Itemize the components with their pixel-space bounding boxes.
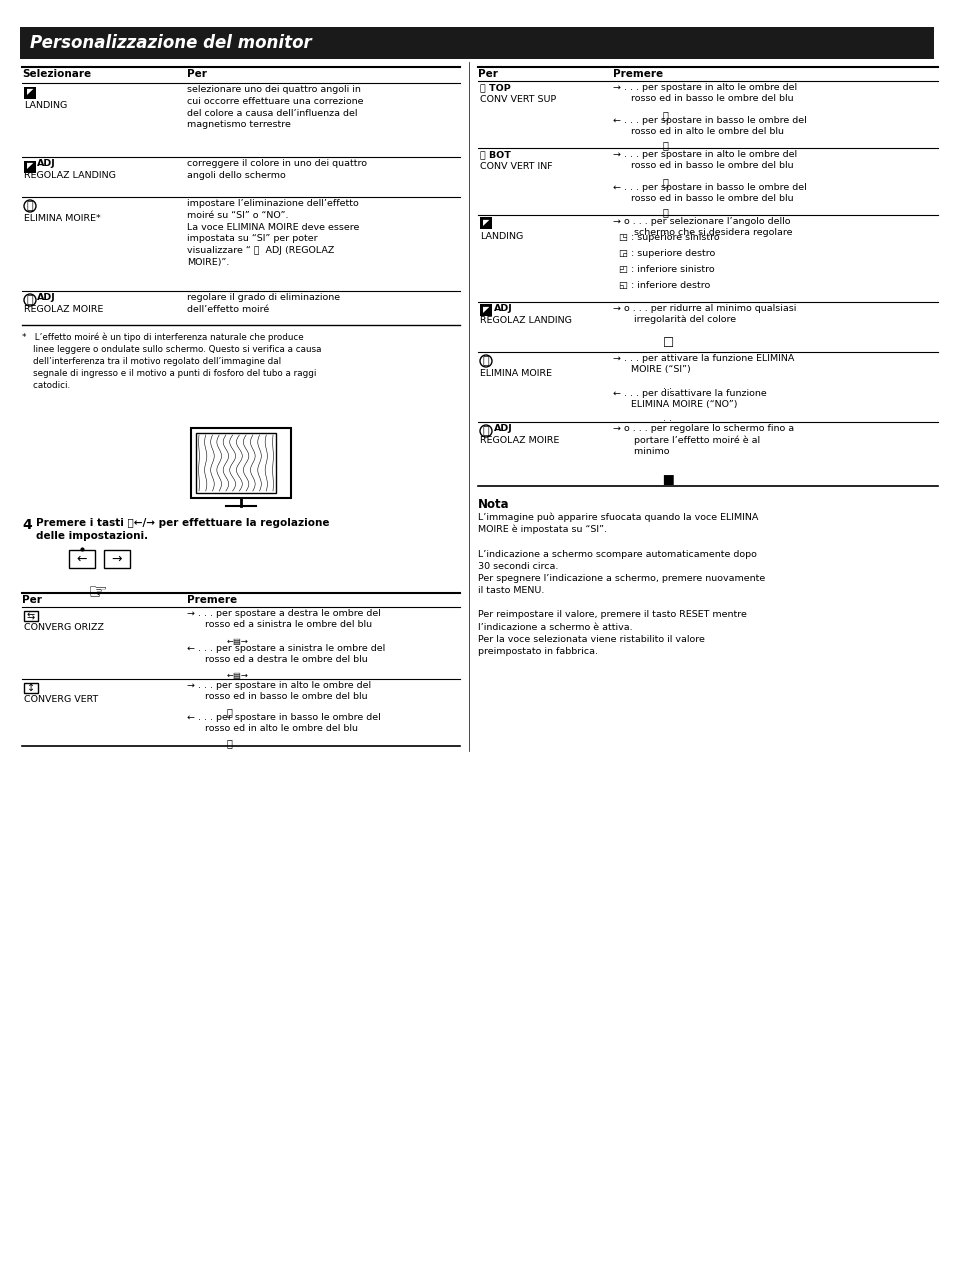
Text: ◤: ◤ [27, 162, 33, 170]
Text: Ⓟ: Ⓟ [482, 356, 489, 366]
Text: → . . . per spostare in alto le ombre del
      rosso ed in basso le ombre del b: → . . . per spostare in alto le ombre de… [613, 83, 797, 103]
Bar [24, 683, 38, 693]
Text: ◤: ◤ [482, 219, 489, 228]
Text: ← . . . per disattivare la funzione
      ELIMINA MOIRE (“NO”): ← . . . per disattivare la funzione ELIM… [613, 389, 766, 410]
Text: ←: ← [76, 552, 87, 566]
FancyBboxPatch shape [191, 427, 291, 499]
FancyBboxPatch shape [104, 550, 130, 569]
Text: *   L’effetto moiré è un tipo di interferenza naturale che produce
    linee leg: * L’effetto moiré è un tipo di interfere… [22, 333, 321, 389]
Text: ▆: ▆ [662, 472, 672, 485]
Text: ELIMINA MOIRE*: ELIMINA MOIRE* [24, 214, 101, 223]
Text: LANDING: LANDING [24, 100, 67, 109]
Text: Premere: Premere [613, 69, 662, 79]
Text: → . . . per spostare in alto le ombre del
      rosso ed in basso le ombre del b: → . . . per spostare in alto le ombre de… [187, 681, 371, 701]
Text: Per: Per [477, 69, 497, 79]
Text: . .: . . [662, 413, 671, 424]
Text: Ⓟ BOT: Ⓟ BOT [479, 150, 511, 159]
Text: Selezionare: Selezionare [22, 69, 91, 79]
Text: ⬜: ⬜ [227, 707, 233, 717]
Text: Personalizzazione del monitor: Personalizzazione del monitor [30, 34, 312, 52]
Text: ⬜: ⬜ [227, 738, 233, 748]
Text: ELIMINA MOIRE: ELIMINA MOIRE [479, 369, 552, 378]
Text: regolare il grado di eliminazione
dell’effetto moiré: regolare il grado di eliminazione dell’e… [187, 293, 340, 314]
Text: → o . . . per regolare lo schermo fino a
       portare l’effetto moiré è al
   : → o . . . per regolare lo schermo fino a… [613, 424, 793, 455]
Text: ◤: ◤ [27, 88, 33, 97]
Text: ← . . . per spostare in basso le ombre del
      rosso ed in basso le ombre del : ← . . . per spostare in basso le ombre d… [613, 183, 806, 204]
Text: ← . . . per spostare a sinistra le ombre del
      rosso ed a destra le ombre de: ← . . . per spostare a sinistra le ombre… [187, 644, 385, 664]
Text: ◤: ◤ [482, 305, 489, 314]
Text: CONVERG ORIZZ: CONVERG ORIZZ [24, 623, 104, 632]
Text: Nota: Nota [477, 499, 509, 511]
Text: →: → [112, 552, 122, 566]
Text: ← . . . per spostare in basso le ombre del
      rosso ed in alto le ombre del b: ← . . . per spostare in basso le ombre d… [187, 714, 380, 733]
Text: ADJ: ADJ [494, 424, 512, 432]
Bar [24, 86, 36, 99]
Text: ⬜: ⬜ [662, 177, 668, 187]
Text: → o . . . per ridurre al minimo qualsiasi
       irregolarità del colore: → o . . . per ridurre al minimo qualsias… [613, 304, 796, 324]
Text: ☞: ☞ [87, 583, 107, 603]
Text: REGOLAZ LANDING: REGOLAZ LANDING [24, 170, 115, 181]
Text: ◳ : superiore sinistro: ◳ : superiore sinistro [613, 233, 719, 242]
Text: → . . . per spostare in alto le ombre del
      rosso ed in basso le ombre del b: → . . . per spostare in alto le ombre de… [613, 150, 797, 170]
Text: ADJ: ADJ [494, 304, 512, 313]
Text: → . . . per spostare a destra le ombre del
      rosso ed a sinistra le ombre de: → . . . per spostare a destra le ombre d… [187, 609, 380, 630]
Text: 4: 4 [22, 518, 31, 532]
Text: ADJ: ADJ [37, 293, 55, 301]
Text: CONVERG VERT: CONVERG VERT [24, 695, 98, 703]
Text: L’immagine può apparire sfuocata quando la voce ELIMINA
MOIRE è impostata su “SI: L’immagine può apparire sfuocata quando … [477, 513, 764, 656]
Bar [195, 432, 275, 494]
Bar [479, 304, 492, 315]
Text: ← . . . per spostare in basso le ombre del
      rosso ed in alto le ombre del b: ← . . . per spostare in basso le ombre d… [613, 116, 806, 136]
Text: Ⓟ: Ⓟ [27, 295, 33, 305]
Text: CONV VERT SUP: CONV VERT SUP [479, 95, 556, 104]
Text: → . . . per attivare la funzione ELIMINA
      MOIRE (“SI”): → . . . per attivare la funzione ELIMINA… [613, 354, 794, 374]
Text: LANDING: LANDING [479, 232, 522, 240]
Text: Ⓟ: Ⓟ [482, 426, 489, 436]
Text: Per: Per [22, 595, 42, 605]
Text: Per: Per [187, 69, 207, 79]
Text: ←▤→: ←▤→ [227, 637, 249, 646]
Text: CONV VERT INF: CONV VERT INF [479, 162, 552, 170]
Text: ◲ : superiore destro: ◲ : superiore destro [613, 249, 715, 258]
Text: selezionare uno dei quattro angoli in
cui occorre effettuare una correzione
del : selezionare uno dei quattro angoli in cu… [187, 85, 363, 130]
Text: REGOLAZ LANDING: REGOLAZ LANDING [479, 315, 571, 326]
Text: ◱ : inferiore destro: ◱ : inferiore destro [613, 281, 709, 290]
Text: REGOLAZ MOIRE: REGOLAZ MOIRE [24, 305, 103, 314]
Text: ADJ: ADJ [37, 159, 55, 168]
Text: ⬜: ⬜ [662, 109, 668, 120]
Text: impostare l’eliminazione dell’effetto
moiré su “SI” o “NO”.
La voce ELIMINA MOIR: impostare l’eliminazione dell’effetto mo… [187, 198, 359, 267]
Text: ⇆: ⇆ [27, 611, 35, 621]
Text: Ⓟ: Ⓟ [27, 201, 33, 211]
Text: ↕: ↕ [27, 683, 35, 693]
Text: Ⓟ TOP: Ⓟ TOP [479, 83, 510, 92]
Text: REGOLAZ MOIRE: REGOLAZ MOIRE [479, 436, 558, 445]
Text: ◰ : inferiore sinistro: ◰ : inferiore sinistro [613, 265, 714, 273]
Bar [24, 162, 36, 173]
Text: Premere: Premere [187, 595, 237, 605]
Text: . .: . . [662, 382, 671, 391]
Text: correggere il colore in uno dei quattro
angoli dello schermo: correggere il colore in uno dei quattro … [187, 159, 367, 179]
Text: ⬜: ⬜ [662, 140, 668, 150]
Text: ☐: ☐ [662, 337, 674, 350]
Text: Premere i tasti Ⓟ←/→ per effettuare la regolazione
delle impostazioni.: Premere i tasti Ⓟ←/→ per effettuare la r… [36, 518, 329, 541]
Text: ⬜: ⬜ [662, 207, 668, 218]
Bar [20, 27, 933, 59]
Bar [24, 611, 38, 621]
Text: ←▤→: ←▤→ [227, 672, 249, 681]
FancyBboxPatch shape [69, 550, 95, 569]
Text: → o . . . per selezionare l’angolo dello
       schermo che si desidera regolare: → o . . . per selezionare l’angolo dello… [613, 218, 792, 237]
Bar [479, 218, 492, 229]
